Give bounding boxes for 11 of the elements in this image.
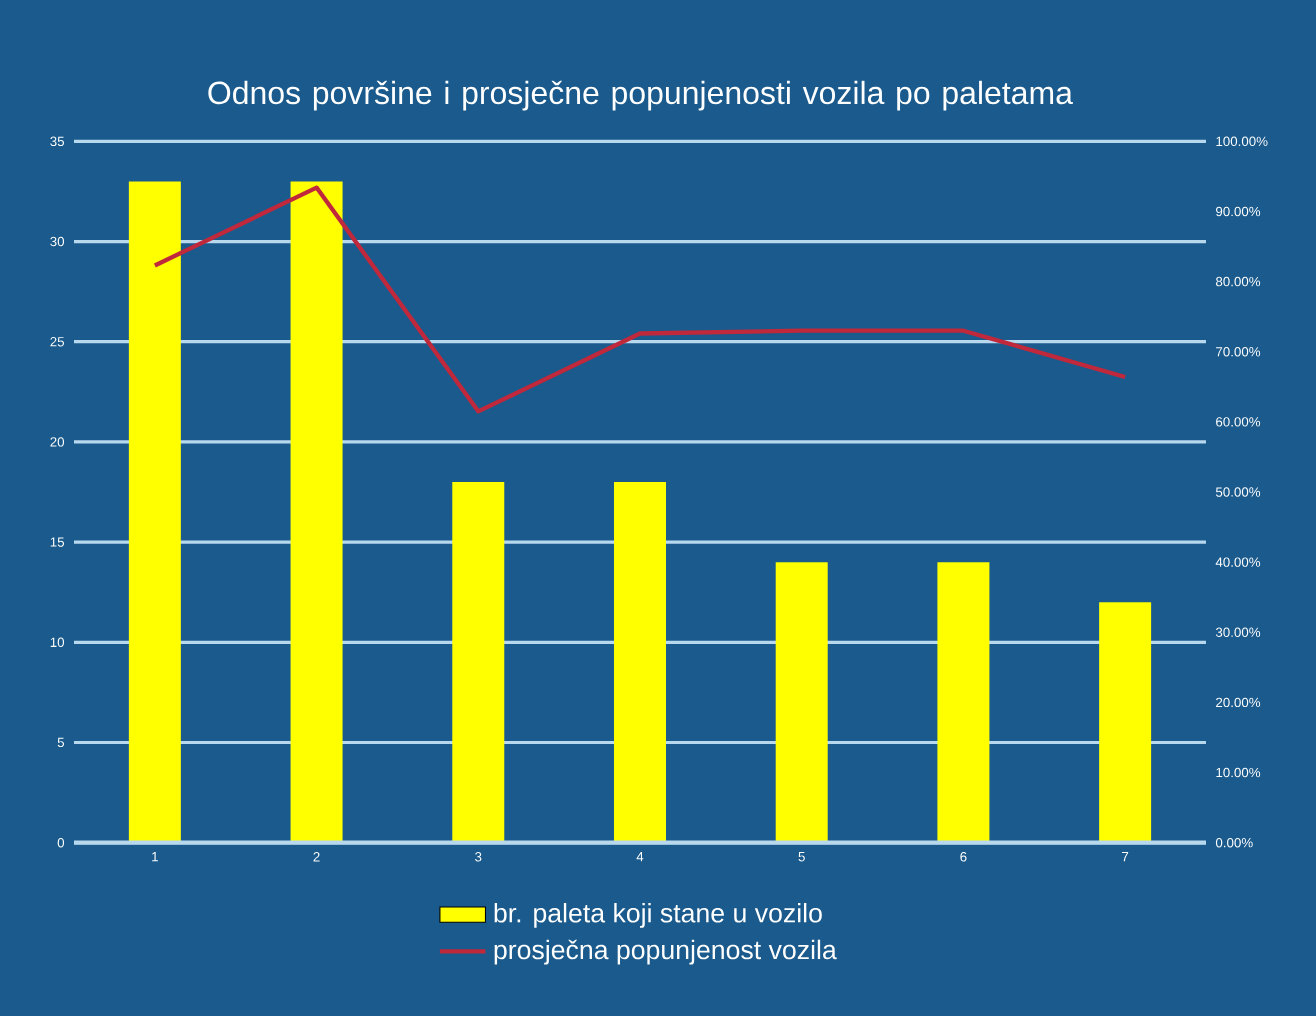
bar [775,562,828,843]
bar [937,562,990,843]
bar [290,181,343,843]
bar [1099,602,1152,843]
bar [452,481,505,843]
bar [613,481,666,843]
chart-title: Odnos površine i prosječne popunjenosti vozila po paletama [208,80,1073,111]
bar [128,181,181,843]
legend-label: prosječna popunjenost vozila [494,939,837,965]
line-series [152,185,1128,414]
legend-label: br. paleta koji stane u vozilo [494,902,822,928]
